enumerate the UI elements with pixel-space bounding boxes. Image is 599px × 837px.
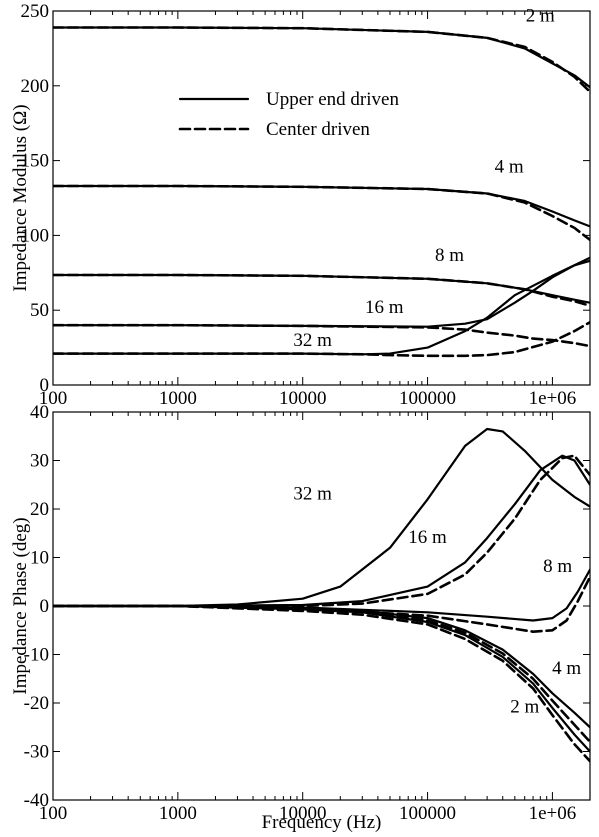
y-tick-label: 0 <box>40 596 50 617</box>
y-tick-label: 50 <box>30 300 49 321</box>
curve-label: 2 m <box>510 697 539 718</box>
series-line-2m-solid <box>53 604 590 753</box>
series-line-2m-dashed <box>53 604 590 763</box>
curve-label: 16 m <box>365 297 404 318</box>
y-tick-label: 150 <box>21 151 50 172</box>
curve-label: 4 m <box>495 157 524 178</box>
y-tick-label: 200 <box>21 76 50 97</box>
x-tick-label: 100 <box>39 803 68 824</box>
series-line-16m-dashed <box>53 323 590 348</box>
x-tick-label: 1000 <box>159 803 197 824</box>
x-tick-label: 1e+06 <box>529 803 577 824</box>
series-group <box>53 427 590 763</box>
x-tick-label: 1e+06 <box>529 388 577 409</box>
series-line-32m-solid <box>53 427 590 608</box>
x-tick-label: 100 <box>39 388 68 409</box>
legend-label: Upper end driven <box>266 89 399 110</box>
curve-label: 2 m <box>526 5 555 26</box>
series-line-4m-dashed <box>53 604 590 744</box>
series-line-32m-dashed <box>53 320 590 358</box>
series-line-4m-dashed <box>53 184 590 242</box>
y-tick-label: 250 <box>21 1 50 22</box>
legend-label: Center driven <box>266 119 370 140</box>
x-tick-label: 100000 <box>399 803 456 824</box>
modulus-chart: 0 50 100 150 200 250 100 1000 10000 100000 1e+06 Im… <box>10 1 591 409</box>
plot-frame <box>52 10 591 386</box>
y-axis-title: Impedance Modulus (Ω) <box>10 104 31 291</box>
legend: Upper end driven Center driven <box>178 89 399 140</box>
y-tick-label: -20 <box>24 693 49 714</box>
x-axis-title: Frequency (Hz) <box>262 812 382 833</box>
series-line-16m-solid <box>53 256 590 328</box>
y-tick-label: 0 <box>40 375 50 396</box>
curve-label: 8 m <box>435 245 464 266</box>
y-tick-label: -10 <box>24 645 49 666</box>
series-line-16m-dashed <box>53 454 590 608</box>
x-tick-label: 10000 <box>279 388 327 409</box>
series-line-8m-dashed <box>53 273 590 308</box>
y-tick-label: 40 <box>30 402 49 423</box>
curve-label: 16 m <box>408 527 447 548</box>
y-tick-label: 30 <box>30 451 49 472</box>
curve-label: 8 m <box>543 556 572 577</box>
y-tick-label: 20 <box>30 499 49 520</box>
series-line-2m-solid <box>53 26 590 89</box>
curve-label: 4 m <box>552 658 581 679</box>
curve-label: 32 m <box>293 483 332 504</box>
phase-chart: -40 -30 -20 -10 0 10 20 30 40 100 1000 10000 100000 1… <box>10 402 591 833</box>
x-tick-label: 100000 <box>399 388 456 409</box>
curve-label: 32 m <box>293 330 332 351</box>
series-line-2m-dashed <box>53 26 590 94</box>
y-axis-title: Impedance Phase (deg) <box>10 517 31 694</box>
series-line-4m-solid <box>53 184 590 228</box>
series-line-16m-solid <box>53 454 590 608</box>
series-group <box>53 26 590 358</box>
y-tick-label: -30 <box>24 742 49 763</box>
x-tick-label: 1000 <box>159 388 197 409</box>
y-tick-label: -40 <box>24 790 49 811</box>
y-tick-label: 100 <box>21 225 50 246</box>
series-line-8m-solid <box>53 568 590 622</box>
y-tick-label: 10 <box>30 548 49 569</box>
x-tick-label: 10000 <box>279 803 327 824</box>
